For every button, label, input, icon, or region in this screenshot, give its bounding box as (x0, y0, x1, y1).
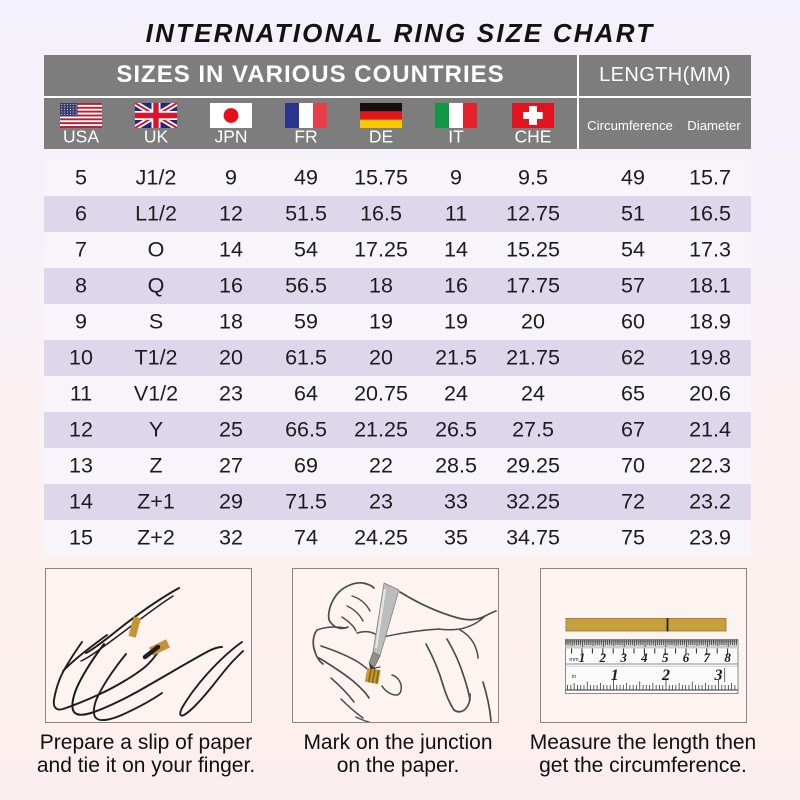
svg-text:2: 2 (599, 650, 607, 665)
svg-text:4: 4 (640, 650, 648, 665)
svg-text:7: 7 (704, 650, 711, 665)
svg-text:in: in (572, 674, 576, 680)
svg-text:mm: mm (569, 657, 579, 663)
svg-text:5: 5 (662, 650, 669, 665)
svg-text:3: 3 (714, 667, 723, 684)
svg-text:1: 1 (579, 650, 586, 665)
svg-text:3: 3 (619, 650, 627, 665)
svg-text:1: 1 (611, 667, 619, 684)
svg-text:8: 8 (724, 650, 731, 665)
svg-text:2: 2 (661, 667, 670, 684)
svg-text:6: 6 (683, 650, 690, 665)
